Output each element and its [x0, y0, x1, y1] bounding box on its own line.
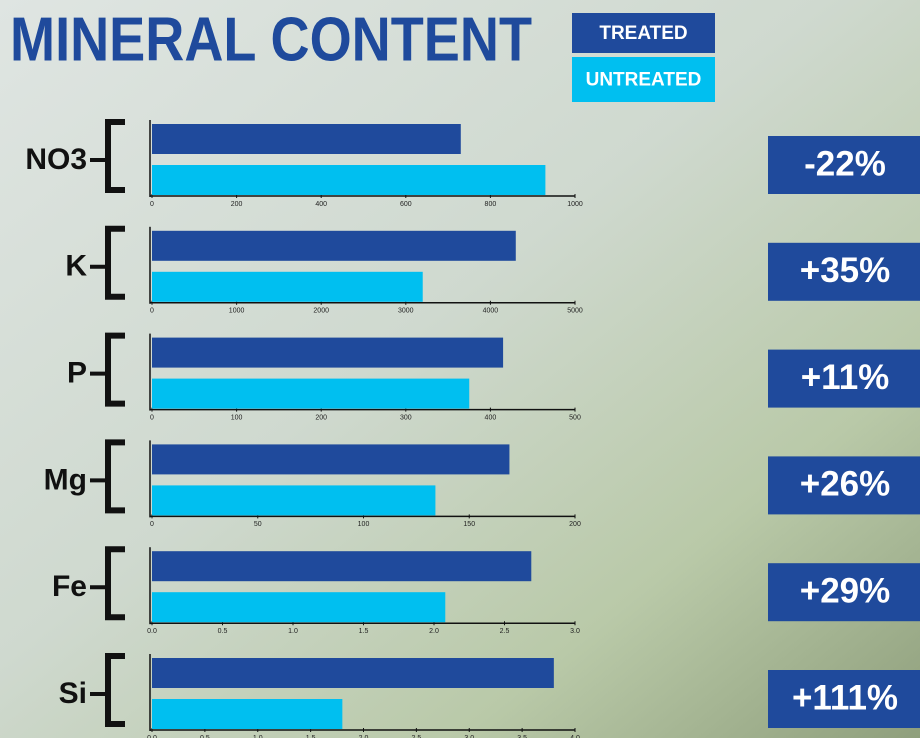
bar	[152, 230, 516, 261]
x-tick-label: 3.5	[517, 735, 527, 738]
x-tick-label: 0	[150, 521, 154, 528]
x-tick-label: 5000	[567, 308, 583, 315]
bar	[152, 165, 546, 195]
x-tick-label: 400	[485, 414, 497, 421]
legend-label: TREATED	[599, 23, 687, 44]
x-tick-label: 200	[315, 414, 327, 421]
x-tick-label: 50	[254, 521, 262, 528]
change-box	[768, 242, 920, 301]
page-title: MINERAL CONTENT	[10, 5, 532, 74]
bracket	[105, 225, 125, 300]
bar	[152, 378, 470, 409]
x-tick-label: 2.5	[500, 628, 510, 635]
x-tick-label: 100	[231, 414, 243, 421]
legend-label: UNTREATED	[586, 70, 702, 91]
bar	[152, 337, 504, 368]
x-tick-label: 2.5	[412, 735, 422, 738]
x-tick-label: 3.0	[570, 628, 580, 635]
bar	[152, 271, 423, 302]
bar	[152, 592, 446, 623]
x-tick-label: 200	[231, 201, 243, 208]
change-box	[768, 456, 920, 515]
legend-swatch	[572, 57, 715, 102]
x-tick-label: 1000	[567, 201, 583, 208]
x-tick-label: 0	[150, 201, 154, 208]
x-tick-label: 0	[150, 308, 154, 315]
element-label: P	[67, 357, 87, 390]
x-tick-label: 1.0	[253, 735, 263, 738]
bar	[152, 551, 532, 582]
element-label: Fe	[52, 570, 87, 603]
element-label: NO3	[25, 143, 87, 176]
x-tick-label: 3000	[398, 308, 414, 315]
x-tick-label: 3.0	[464, 735, 474, 738]
x-tick-label: 2.0	[359, 735, 369, 738]
bracket	[105, 119, 125, 193]
x-tick-label: 4000	[483, 308, 499, 315]
x-tick-label: 1000	[229, 308, 245, 315]
element-label: Si	[59, 677, 87, 710]
x-tick-label: 1.5	[306, 735, 316, 738]
x-tick-label: 0	[150, 414, 154, 421]
change-label: +35%	[800, 251, 891, 290]
x-tick-label: 200	[569, 521, 581, 528]
bar	[152, 124, 461, 154]
bar	[152, 485, 436, 516]
change-label: +11%	[801, 358, 890, 397]
bar	[152, 699, 343, 729]
x-tick-label: 2.0	[429, 628, 439, 635]
bracket	[105, 439, 125, 514]
x-tick-label: 150	[463, 521, 475, 528]
x-tick-label: 1.5	[359, 628, 369, 635]
bracket	[105, 546, 125, 621]
element-label: Mg	[44, 463, 87, 496]
element-label: K	[65, 250, 87, 283]
x-tick-label: 400	[315, 201, 327, 208]
change-label: +26%	[800, 465, 891, 504]
change-box	[768, 136, 920, 194]
x-tick-label: 0.5	[200, 735, 210, 738]
bracket	[105, 332, 125, 407]
legend-swatch	[572, 13, 715, 53]
x-tick-label: 100	[358, 521, 370, 528]
x-tick-label: 1.0	[288, 628, 298, 635]
bracket	[105, 653, 125, 727]
x-tick-label: 800	[485, 201, 497, 208]
x-tick-label: 500	[569, 414, 581, 421]
change-label: +29%	[800, 571, 891, 610]
change-box	[768, 563, 920, 622]
change-label: -22%	[804, 144, 886, 183]
x-tick-label: 0.5	[218, 628, 228, 635]
bar	[152, 658, 554, 688]
x-tick-label: 2000	[313, 308, 329, 315]
bar	[152, 444, 510, 475]
change-label: +111%	[792, 678, 898, 717]
x-tick-label: 600	[400, 201, 412, 208]
x-tick-label: 0.0	[147, 735, 157, 738]
x-tick-label: 4.0	[570, 735, 580, 738]
change-box	[768, 349, 920, 408]
change-box	[768, 670, 920, 728]
x-tick-label: 300	[400, 414, 412, 421]
x-tick-label: 0.0	[147, 628, 157, 635]
